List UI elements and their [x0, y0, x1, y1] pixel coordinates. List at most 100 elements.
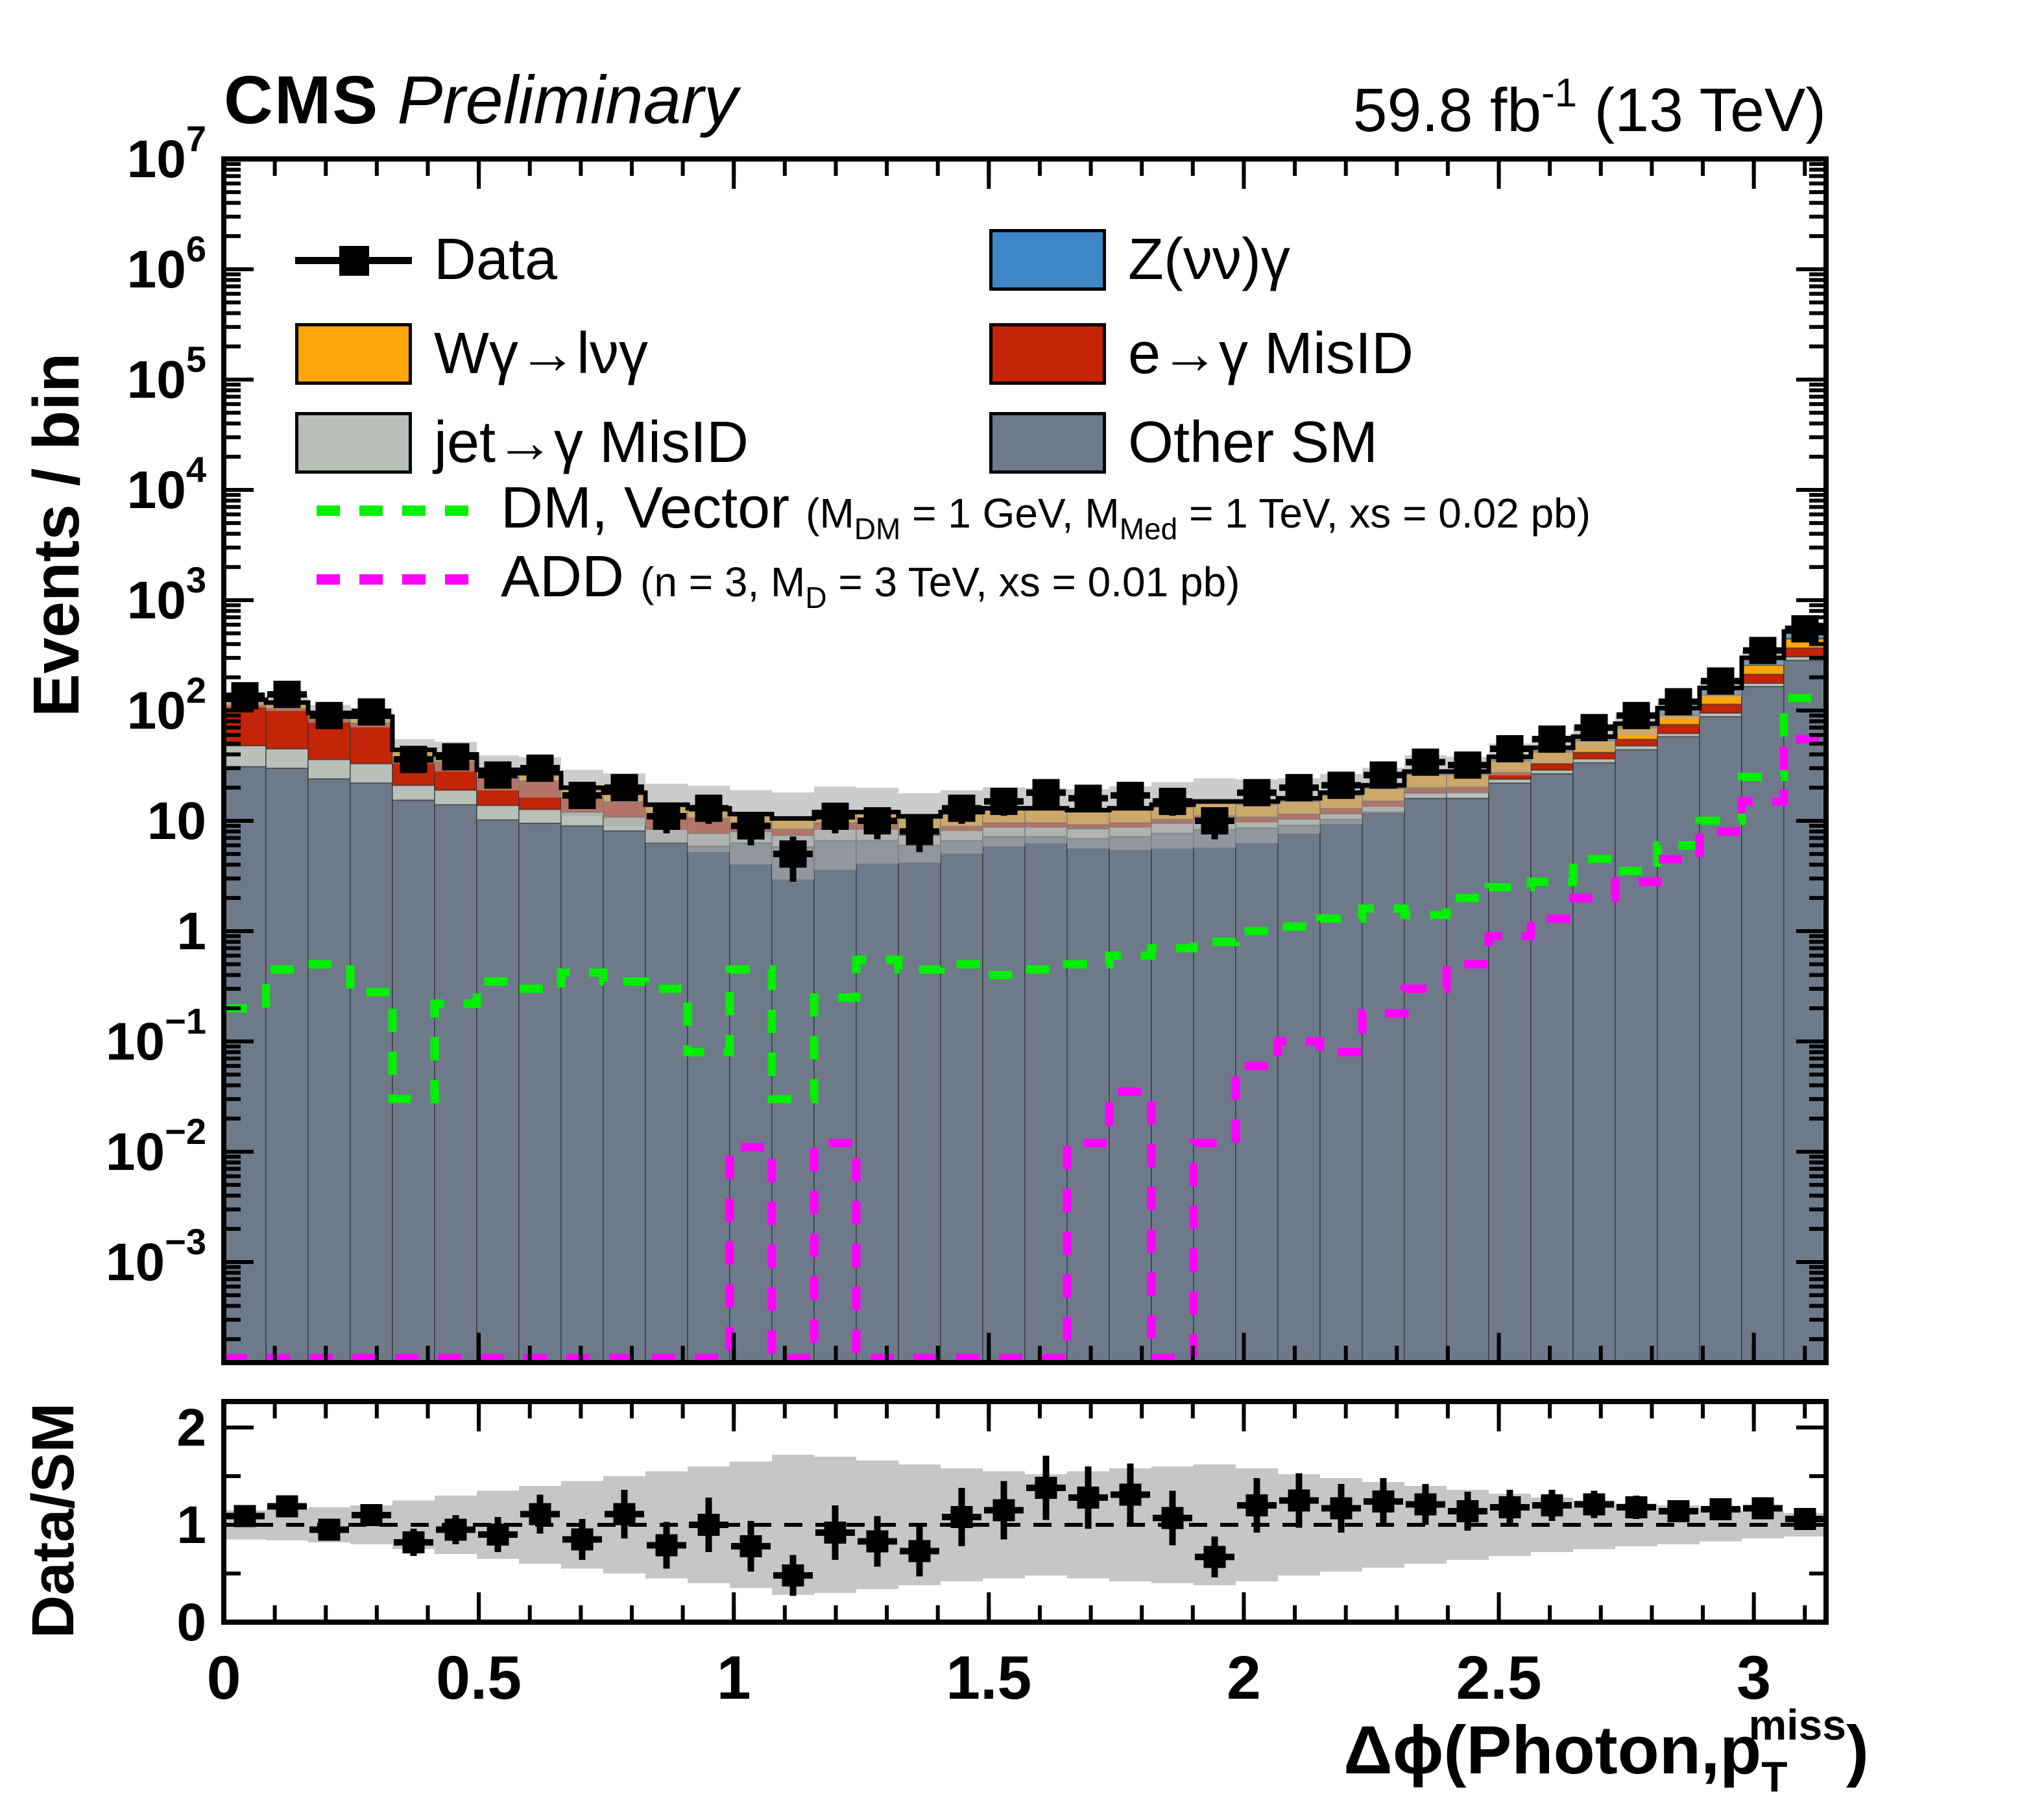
signal-line-add [224, 735, 1826, 1363]
stack-segment-other [813, 840, 857, 1363]
stack-segment-other [1277, 824, 1321, 1363]
main-panel-content [224, 615, 1826, 1363]
stack-segment-other [856, 840, 899, 1363]
y-tick-label: 10−2 [106, 1111, 206, 1182]
stack-segment-other [1699, 716, 1742, 1363]
data-point-marker [484, 761, 512, 789]
ratio-point-marker [697, 1514, 720, 1536]
stack-segment-e [1530, 762, 1574, 771]
data-point-marker [779, 840, 807, 868]
preliminary-label: Preliminary [397, 62, 738, 138]
x-title-subscript: T [1761, 1753, 1788, 1798]
ratio-point-marker [276, 1495, 298, 1518]
ratio-point-marker [782, 1564, 804, 1586]
data-point-marker [1243, 779, 1271, 807]
stack-segment-other [687, 845, 730, 1363]
znunu-swatch-icon [989, 228, 1106, 291]
data-point-marker [610, 773, 638, 801]
stack-segment-other [1530, 773, 1574, 1363]
y-tick-label: 1 [176, 902, 206, 961]
dm-params: (MDM = 1 GeV, MMed = 1 TeV, xs = 0.02 pb… [806, 490, 1591, 546]
main-panel-frame [221, 156, 1829, 1365]
y-tick-label: 10−3 [106, 1221, 206, 1292]
ratio-point-marker [908, 1540, 931, 1562]
data-point-marker [990, 788, 1018, 816]
signal-line-dm [224, 694, 1826, 1104]
ratio-point-marker [1245, 1494, 1268, 1516]
add-dashed-line-icon [317, 574, 479, 585]
stack-segment-other [645, 842, 688, 1363]
ratio-point-marker [1583, 1493, 1605, 1516]
stack-segment-jet [307, 759, 351, 780]
data-point-marker [526, 754, 554, 782]
ratio-point-marker [1077, 1487, 1100, 1509]
ratio-point-marker [571, 1528, 594, 1551]
data-point-marker [863, 807, 891, 834]
stack-segment-e [265, 708, 309, 749]
ratio-point-marker [1751, 1497, 1774, 1520]
ratio-point-marker [1625, 1496, 1648, 1518]
data-point-marker [948, 794, 976, 822]
stack-segment-e [1657, 723, 1700, 735]
stack-segment-other [1151, 832, 1194, 1363]
data-point-marker [442, 743, 470, 771]
stack-segment-jet [392, 784, 435, 801]
data-point-marker [1369, 761, 1397, 789]
stack-segment-other [1066, 838, 1110, 1363]
stack-segment-other [307, 778, 351, 1363]
data-point-marker [906, 818, 933, 845]
legend-label-egamma: e→γ MisID [1128, 321, 1414, 386]
ratio-point-marker [444, 1518, 467, 1541]
stack-segment-other [518, 822, 562, 1363]
legend-label-data: Data [434, 226, 558, 292]
stack-segment-jet [1446, 792, 1489, 799]
data-point-marker [357, 698, 385, 726]
ratio-point-marker [1709, 1498, 1732, 1520]
x-title-superscript: miss [1748, 1701, 1847, 1749]
stack-segment-e [1572, 751, 1616, 760]
ratio-point-marker [824, 1522, 847, 1544]
data-point-marker [568, 781, 596, 809]
data-point-marker [231, 682, 259, 710]
y-tick-label: 104 [127, 449, 206, 520]
ratio-panel-content [224, 1455, 1826, 1596]
stack-segment-other [940, 840, 983, 1363]
data-point-marker [695, 794, 723, 822]
x-axis-title: Δϕ(Photon,pTmiss) [1343, 1700, 1869, 1798]
ratio-panel-frame [221, 1399, 1829, 1625]
y-tick-label: 107 [127, 118, 206, 189]
ratio-point-marker [1456, 1500, 1479, 1522]
x-tick-label: 0.5 [436, 1644, 522, 1712]
data-point-marker [1159, 788, 1186, 816]
legend-label-dm: DM, Vector (MDM = 1 GeV, MMed = 1 TeV, x… [501, 476, 1591, 546]
stack-segment-other [1615, 749, 1658, 1363]
legend-label-wgamma: Wγ→lνγ [434, 321, 648, 386]
ratio-point-marker [360, 1504, 383, 1526]
ratio-point-marker [1541, 1494, 1563, 1516]
ratio-point-marker [487, 1524, 509, 1546]
ratio-point-marker [739, 1535, 762, 1557]
stack-segment-other [476, 819, 520, 1363]
x-tick-label: 1 [717, 1644, 751, 1712]
stack-segment-w [1741, 664, 1785, 675]
ratio-point-marker [1119, 1483, 1142, 1506]
stack-segment-other [729, 842, 773, 1363]
stack-segment-other [982, 836, 1026, 1363]
data-point-marker [737, 812, 765, 840]
data-point-marker [315, 701, 343, 729]
stack-segment-other [1193, 829, 1236, 1363]
jet-misid-swatch-icon [295, 411, 412, 474]
x-tick-label: 1.5 [946, 1644, 1031, 1712]
stack-segment-other [1446, 797, 1489, 1363]
stack-segment-other [1657, 736, 1700, 1363]
y-tick-label: 103 [127, 559, 206, 630]
data-point-marker [1538, 725, 1566, 753]
stack-segment-other [350, 782, 393, 1363]
y-tick-label: 10 [147, 792, 206, 851]
stack-segment-other [1362, 811, 1405, 1363]
stack-segment-other [1572, 762, 1616, 1363]
stack-segment-e [350, 722, 393, 764]
stack-segment-other [603, 830, 646, 1363]
stack-segment-other [1741, 686, 1785, 1363]
legend-item-znunu: Z(νν)γ [989, 224, 1290, 295]
